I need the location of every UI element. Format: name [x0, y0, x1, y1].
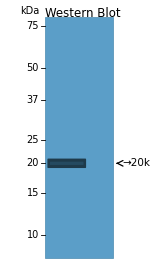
- Text: 37: 37: [27, 95, 39, 105]
- FancyBboxPatch shape: [47, 159, 86, 168]
- Text: 20: 20: [27, 158, 39, 168]
- Text: 10: 10: [27, 230, 39, 240]
- Text: 50: 50: [27, 63, 39, 73]
- Text: →20kDa: →20kDa: [122, 158, 150, 168]
- Text: 25: 25: [27, 135, 39, 145]
- FancyBboxPatch shape: [50, 162, 84, 165]
- Text: Western Blot: Western Blot: [45, 7, 121, 19]
- Text: 75: 75: [27, 21, 39, 31]
- Bar: [45, 17, 112, 258]
- Text: kDa: kDa: [20, 6, 39, 16]
- Text: 15: 15: [27, 188, 39, 198]
